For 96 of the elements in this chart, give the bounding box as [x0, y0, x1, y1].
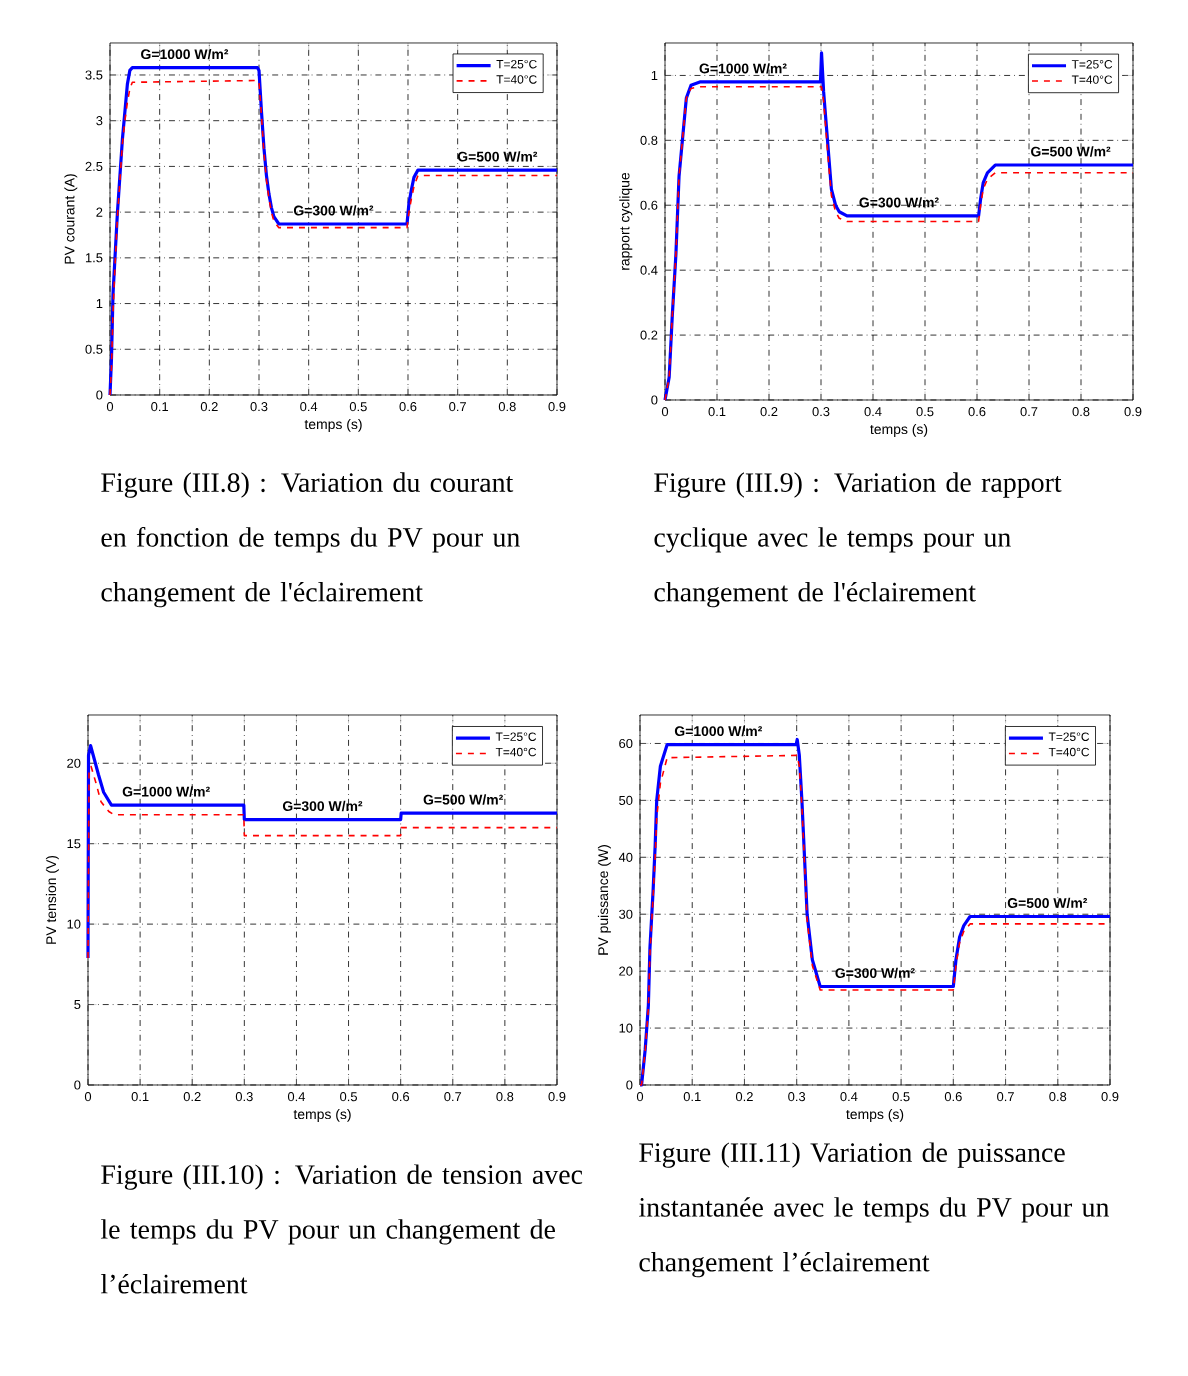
- annotation: G=300 W/m²: [293, 205, 374, 216]
- x-tick-label: 0.4: [840, 1092, 858, 1102]
- y-axis-title: rapport cyclique: [619, 172, 633, 270]
- x-axis-title: temps (s): [304, 418, 362, 432]
- y-tick-label: 0: [651, 395, 658, 405]
- x-tick-label: 0.6: [392, 1092, 410, 1102]
- x-tick-label: 0.9: [548, 402, 566, 412]
- x-tick-label: 0.3: [812, 407, 830, 417]
- y-tick-label: 5: [74, 1000, 81, 1010]
- x-tick-label: 0.7: [444, 1092, 462, 1102]
- x-tick-label: 0.3: [788, 1092, 806, 1102]
- x-tick-label: 0.2: [183, 1092, 201, 1102]
- x-tick-label: 0.5: [349, 402, 367, 412]
- text: Figure (III.9) : Variation de rapport cyclique avec le temps pour un changement de l'éclairement: [654, 472, 1062, 608]
- x-tick-label: 0.5: [340, 1092, 357, 1102]
- annotation: G=500 W/m²: [423, 794, 503, 805]
- y-axis-title: PV courant (A): [64, 174, 78, 264]
- y-axis-title: PV tension (V): [45, 855, 59, 944]
- text: Figure (III.10) : Variation de tension avec le temps du PV pour un changement de l’éclairement: [100, 1164, 583, 1294]
- y-tick-label: 40: [618, 852, 633, 862]
- annotation: G=300 W/m²: [282, 800, 363, 812]
- annotation: G=500 W/m²: [1031, 146, 1111, 157]
- y-tick-label: 50: [619, 795, 633, 805]
- y-tick-label: 0: [74, 1080, 81, 1090]
- x-tick-label: 0.8: [498, 402, 516, 412]
- y-tick-label: 0.2: [640, 330, 658, 340]
- x-tick-label: 0.1: [151, 402, 169, 412]
- legend-label: T=40°C: [496, 75, 537, 84]
- x-tick-label: 0.6: [944, 1092, 962, 1102]
- x-tick-label: 0.8: [496, 1092, 514, 1102]
- x-axis-title: temps (s): [293, 1108, 351, 1122]
- y-tick-label: 10: [67, 919, 81, 929]
- y-tick-label: 1.5: [85, 253, 103, 263]
- y-tick-label: 0: [96, 390, 103, 400]
- annotation: G=500 W/m²: [457, 151, 538, 162]
- annotation: G=1000 W/m²: [122, 786, 210, 797]
- legend-label: T=40°C: [495, 747, 537, 757]
- y-tick-label: 2: [96, 207, 103, 217]
- x-tick-label: 0.7: [997, 1092, 1014, 1102]
- y-tick-label: 2.5: [85, 161, 103, 171]
- annotation: G=1000 W/m²: [141, 48, 229, 60]
- legend-label: T=40°C: [1048, 747, 1090, 757]
- y-tick-label: 20: [67, 758, 81, 768]
- y-tick-label: 60: [619, 738, 633, 749]
- x-tick-label: 0.6: [968, 407, 986, 417]
- legend-label: T=25°C: [1048, 732, 1090, 741]
- x-tick-label: 0.2: [735, 1092, 753, 1102]
- annotation: G=1000 W/m²: [699, 63, 787, 74]
- x-tick-label: 0.1: [683, 1092, 701, 1102]
- y-tick-label: 0.8: [640, 135, 658, 145]
- x-tick-label: 0.1: [131, 1092, 149, 1102]
- x-tick-label: 0: [106, 402, 114, 412]
- x-axis-title: temps (s): [846, 1108, 904, 1122]
- legend-label: T=40°C: [1071, 75, 1113, 84]
- y-tick-label: 0.4: [640, 265, 658, 275]
- legend-label: T=25°C: [496, 59, 537, 69]
- x-tick-label: 0.1: [708, 407, 726, 417]
- x-tick-label: 0: [661, 407, 669, 417]
- legend-label: T=25°C: [495, 732, 537, 741]
- x-tick-label: 0.9: [1124, 407, 1142, 417]
- legend-label: T=25°C: [1071, 60, 1113, 69]
- x-tick-label: 0.8: [1049, 1092, 1067, 1102]
- text: Figure (III.11) Variation de puissance instantanée avec le temps du PV pour un changement l’éclairement: [639, 1142, 1110, 1278]
- y-tick-label: 0.6: [640, 200, 658, 210]
- y-tick-label: 20: [619, 966, 633, 976]
- text: Figure (III.8) : Variation du courant en fonction de temps du PV pour un changement de l'éclairement: [101, 472, 520, 608]
- x-tick-label: 0.4: [287, 1092, 306, 1102]
- x-tick-label: 0.4: [300, 402, 318, 412]
- annotation: G=300 W/m²: [859, 197, 939, 208]
- y-axis-title: PV puissance (W): [597, 845, 611, 955]
- y-tick-label: 3.5: [85, 70, 103, 80]
- x-tick-label: 0.2: [200, 402, 218, 412]
- y-tick-label: 15: [67, 839, 81, 849]
- x-tick-label: 0.7: [449, 402, 466, 412]
- x-axis-title: temps (s): [870, 423, 928, 437]
- x-tick-label: 0.5: [916, 407, 934, 417]
- x-tick-label: 0.5: [892, 1092, 910, 1102]
- x-tick-label: 0.7: [1020, 407, 1038, 417]
- y-tick-label: 0.5: [85, 344, 103, 354]
- x-tick-label: 0.8: [1072, 407, 1090, 417]
- annotation: G=1000 W/m²: [674, 725, 763, 737]
- x-tick-label: 0.3: [250, 402, 268, 412]
- x-tick-label: 0.6: [399, 402, 417, 412]
- y-tick-label: 30: [619, 909, 633, 919]
- annotation: G=300 W/m²: [835, 967, 915, 979]
- x-tick-label: 0.9: [548, 1092, 566, 1102]
- x-tick-label: 0.4: [864, 407, 882, 417]
- x-tick-label: 0.9: [1101, 1092, 1119, 1102]
- y-tick-label: 0: [626, 1080, 633, 1090]
- y-tick-label: 1: [651, 70, 658, 80]
- x-tick-label: 0.3: [235, 1092, 253, 1102]
- annotation: G=500 W/m²: [1007, 897, 1088, 909]
- y-tick-label: 3: [96, 116, 103, 126]
- x-tick-label: 0.2: [760, 407, 778, 417]
- y-tick-label: 1: [96, 299, 103, 309]
- y-tick-label: 10: [619, 1023, 633, 1033]
